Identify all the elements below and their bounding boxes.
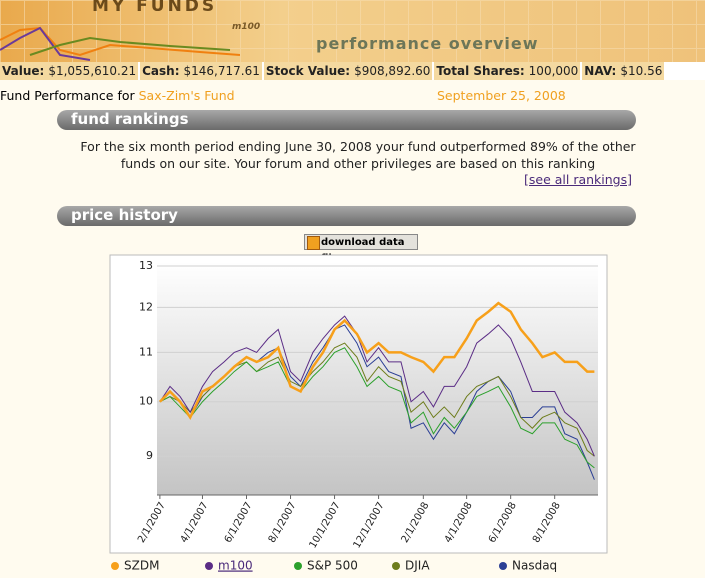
section-bar: fund rankings — [57, 110, 636, 130]
brand: MY FUNDS — [92, 0, 218, 16]
subtitle: performance overview — [316, 34, 539, 53]
legend-swatch — [111, 562, 119, 570]
icon — [307, 236, 320, 250]
fund-date: September 25, 2008 — [437, 88, 566, 103]
stat-label: Stock Value: — [265, 64, 351, 78]
stat: Value: $1,055,610.21 — [0, 62, 139, 80]
badge: m100 — [232, 22, 261, 32]
y-tick-label: 10 — [139, 395, 153, 408]
series-line — [158, 301, 595, 421]
legend-label: Nasdaq — [512, 559, 557, 573]
banner-grid — [0, 0, 705, 62]
legend-swatch — [294, 562, 302, 570]
series-line — [159, 347, 595, 469]
legend-swatch — [205, 562, 213, 570]
stat-value: $908,892.60 — [354, 64, 431, 78]
fund-line: Fund Performance for Sax-Zim's Fund — [0, 88, 235, 103]
stat-label: Value: — [2, 64, 45, 78]
stat: Cash: $146,717.61 — [140, 62, 262, 80]
y-tick-label: 11 — [139, 345, 153, 358]
series-line — [159, 315, 595, 457]
stat-value: 100,000 — [528, 64, 579, 78]
download-button[interactable]: download data file — [304, 234, 418, 264]
fund-prefix: Fund Performance for — [0, 88, 135, 103]
rankings-link[interactable]: [see all rankings] — [524, 172, 633, 187]
stat-label: Total Shares: — [436, 64, 525, 78]
y-tick-label: 12 — [139, 300, 153, 313]
banner-decoration — [0, 26, 240, 61]
stat: NAV: $10.56 — [582, 62, 665, 80]
y-tick-label: 9 — [146, 449, 153, 462]
legend-label: DJIA — [405, 559, 430, 573]
legend-label[interactable]: m100 — [218, 559, 253, 573]
stat-value: $1,055,610.21 — [48, 64, 137, 78]
legend-swatch — [392, 562, 400, 570]
y-tick-label: 13 — [139, 259, 153, 272]
stat: Total Shares: 100,000 — [434, 62, 581, 80]
rankings-text: For the six month period ending June 30,… — [80, 139, 636, 171]
fund-name[interactable]: Sax-Zim's Fund — [138, 88, 235, 103]
stat: Stock Value: $908,892.60 — [263, 62, 433, 80]
stat-value: $146,717.61 — [183, 64, 260, 78]
section-bar: price history — [57, 206, 636, 226]
stats-bar: Value: $1,055,610.21 Cash: $146,717.61 Stock… — [0, 62, 705, 80]
stat-value: $10.56 — [620, 64, 663, 78]
legend-label: S&P 500 — [307, 559, 358, 573]
stat-label: NAV: — [584, 64, 617, 78]
stat-label: Cash: — [142, 64, 180, 78]
legend-swatch — [499, 562, 507, 570]
legend-label: SZDM — [124, 559, 159, 573]
